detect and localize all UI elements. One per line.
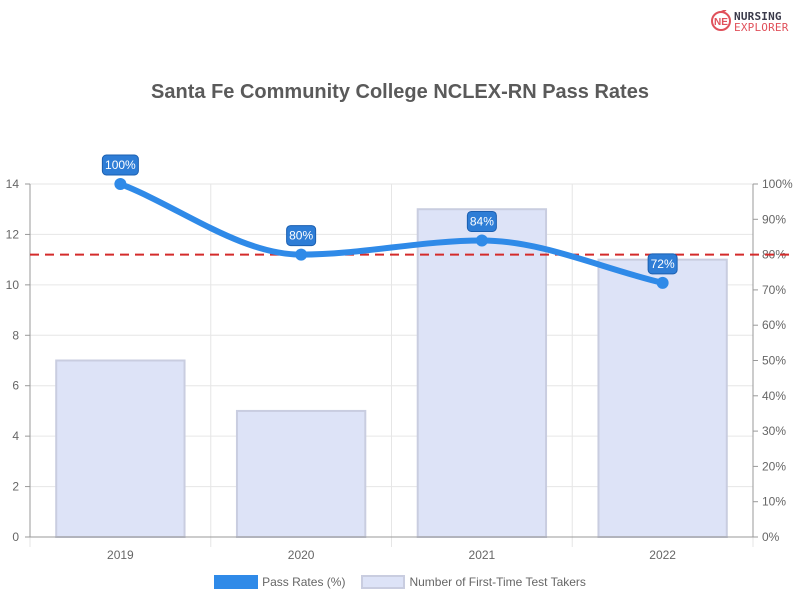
data-label-2021: 84%: [466, 210, 497, 232]
left-tick-label: 4: [12, 429, 19, 443]
left-tick-label: 2: [12, 480, 19, 494]
pass-rate-point-2019: [114, 178, 127, 190]
legend-item-pass-rates[interactable]: Pass Rates (%): [214, 575, 345, 589]
data-label-2022: 72%: [647, 253, 678, 275]
data-label-text: 84%: [470, 214, 494, 228]
data-label-2019: 100%: [101, 154, 139, 176]
bar-2022: [597, 258, 728, 538]
left-tick-label: 12: [6, 227, 20, 241]
bar-2021: [416, 208, 548, 538]
data-label-box: [101, 154, 139, 176]
left-tick-label: 14: [6, 177, 20, 191]
legend-label-pass-rates: Pass Rates (%): [262, 575, 346, 589]
data-label-box: [466, 210, 497, 232]
svg-text:NE: NE: [714, 17, 728, 28]
right-tick-label: 90%: [762, 212, 786, 226]
right-tick-label: 70%: [762, 283, 786, 297]
data-label-text: 100%: [105, 158, 136, 172]
bar-2020: [235, 409, 367, 538]
left-tick-label: 6: [12, 379, 19, 393]
right-tick-label: 60%: [762, 318, 786, 332]
pass-rate-point-2022: [656, 276, 669, 289]
right-tick-label: 40%: [762, 389, 786, 403]
data-label-text: 72%: [651, 257, 675, 271]
left-tick-label: 8: [12, 328, 19, 342]
x-tick-label: 2022: [649, 548, 676, 562]
pass-rate-point-2020: [295, 248, 308, 261]
legend-swatch-pass-rates: [214, 575, 259, 589]
nursing-explorer-logo[interactable]: NE NURSING EXPLORER: [710, 9, 792, 35]
right-tick-label: 30%: [762, 424, 786, 438]
data-label-2020: 80%: [286, 225, 317, 247]
right-tick-label: 100%: [762, 177, 793, 191]
nursing-explorer-logo-icon: NE: [711, 10, 731, 31]
x-tick-label: 2020: [288, 548, 315, 562]
right-tick-label: 50%: [762, 354, 786, 368]
data-label-text: 80%: [289, 229, 313, 243]
bar-2019: [55, 359, 186, 538]
pass-rates-chart: 0 2 4 6 8 10 12 14 0% 10% 20% 30% 40% 50% 60% 70% 80% 90%…: [6, 154, 795, 562]
chart-title: Santa Fe Community College NCLEX-RN Pass…: [151, 81, 649, 103]
pass-rate-line: [117, 181, 666, 286]
line-series: [114, 178, 669, 289]
legend: Pass Rates (%) Number of First-Time Test…: [0, 575, 800, 589]
data-label-box: [647, 253, 678, 275]
logo-word-nursing: NURSING: [734, 10, 782, 23]
axes: 0 2 4 6 8 10 12 14 0% 10% 20% 30% 40% 50% 60% 70% 80% 90%…: [6, 177, 793, 562]
left-tick-label: 0: [12, 530, 19, 544]
data-label-box: [286, 225, 317, 247]
bar-series: [55, 208, 728, 538]
legend-swatch-test-takers: [361, 575, 406, 589]
right-tick-label: 10%: [762, 495, 786, 509]
x-tick-label: 2021: [469, 548, 496, 562]
legend-label-test-takers: Number of First-Time Test Takers: [409, 575, 586, 589]
right-tick-label: 0%: [762, 530, 780, 544]
x-tick-label: 2019: [107, 548, 134, 562]
right-tick-label: 80%: [762, 248, 786, 262]
pass-rate-point-2021: [475, 234, 488, 247]
left-tick-label: 10: [6, 278, 20, 292]
data-labels: 100% 80% 84% 72%: [101, 154, 678, 275]
legend-item-test-takers[interactable]: Number of First-Time Test Takers: [361, 575, 586, 589]
logo-word-explorer: EXPLORER: [734, 21, 789, 34]
right-tick-label: 20%: [762, 459, 786, 473]
